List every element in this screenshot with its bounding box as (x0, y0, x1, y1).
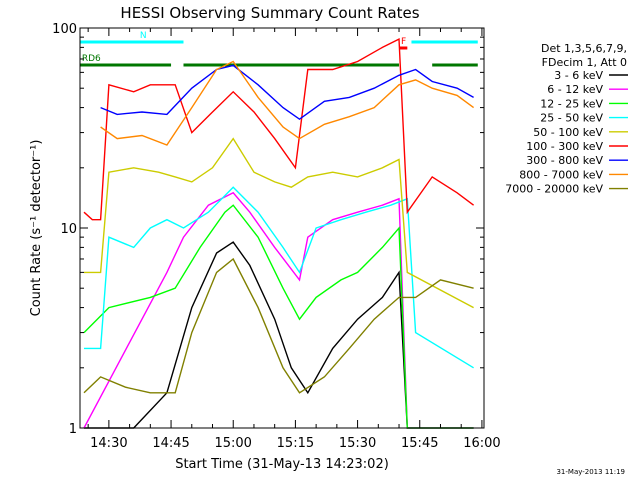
legend-entry-7: 800 - 7000 keV (519, 168, 603, 181)
legend-entry-8: 7000 - 20000 keV (505, 183, 603, 196)
legend-entry-2: 12 - 25 keV (540, 97, 603, 110)
legend-entry-1: 6 - 12 keV (547, 83, 603, 96)
legend-header-0: Det 1,3,5,6,7,9, (541, 42, 627, 55)
legend-entry-6: 300 - 800 keV (526, 154, 603, 167)
chart-title: HESSI Observing Summary Count Rates (120, 4, 419, 22)
x-tick-label-4: 15:30 (339, 436, 376, 451)
flag-label-2: F (401, 37, 406, 47)
flag-layer: N RD6 F (79, 31, 478, 67)
series-line-7 (100, 60, 475, 146)
footer-timestamp: 31-May-2013 11:19 (556, 468, 625, 476)
plot-frame (79, 27, 485, 429)
y-tick-label-0: 1 (69, 422, 77, 437)
flag-label-0: N (140, 31, 147, 41)
series-line-0 (84, 241, 474, 429)
series-line-1 (83, 191, 474, 429)
x-tick-label-0: 14:30 (90, 436, 127, 451)
series-line-4 (84, 137, 474, 309)
x-tick-label-3: 15:15 (277, 436, 314, 451)
flag-label-1: RD6 (82, 54, 101, 64)
y-tick-label-2: 100 (52, 22, 77, 37)
tick-layer: 14:30 14:45 15:00 15:15 15:30 15:45 16:00 1 10 10… (52, 22, 500, 451)
legend-entry-0: 3 - 6 keV (554, 69, 603, 82)
legend-entry-3: 25 - 50 keV (540, 112, 603, 125)
legend: Det 1,3,5,6,7,9,FDecim 1, Att 03 - 6 keV… (505, 42, 628, 196)
x-tick-label-5: 15:45 (401, 436, 438, 451)
x-tick-label-6: 16:00 (463, 436, 500, 451)
series-line-8 (83, 257, 474, 394)
series-line-5 (83, 37, 475, 221)
y-axis-label: Count Rate (s⁻¹ detector⁻¹) (29, 140, 44, 317)
x-axis-label: Start Time (31-May-13 14:23:02) (175, 457, 389, 472)
legend-entry-4: 50 - 100 keV (533, 126, 603, 139)
legend-header-1: FDecim 1, Att 0 (542, 56, 627, 69)
series-line-3 (84, 186, 474, 369)
series-layer (83, 37, 475, 429)
y-tick-label-1: 10 (60, 222, 77, 237)
x-tick-label-1: 14:45 (152, 436, 189, 451)
series-line-2 (83, 204, 474, 429)
legend-entry-5: 100 - 300 keV (526, 140, 603, 153)
series-line-6 (100, 64, 474, 121)
x-tick-label-2: 15:00 (214, 436, 251, 451)
